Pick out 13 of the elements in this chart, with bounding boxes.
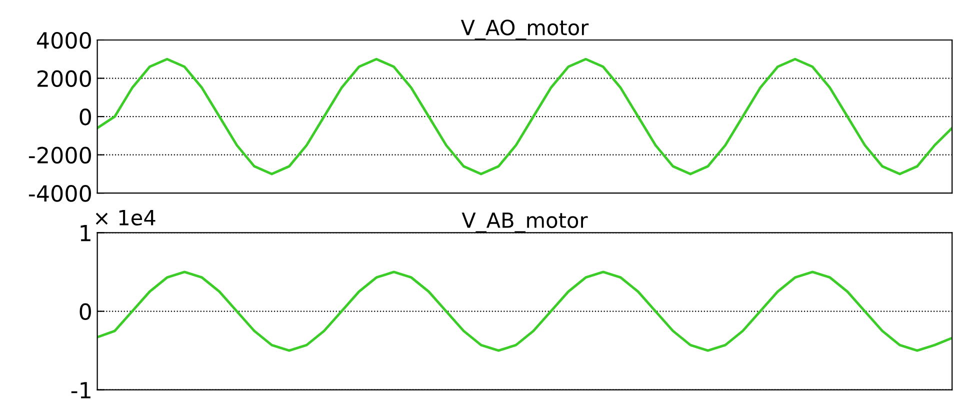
y-tick-label: 0 <box>80 303 91 320</box>
y-tick-label: -1 <box>71 382 90 398</box>
y-tick-label: 1 <box>80 224 90 242</box>
text: × 1e4 <box>96 210 156 226</box>
y-tick-label: 4000 <box>36 32 91 49</box>
y-tick-label: -4000 <box>28 185 91 202</box>
y-tick-label: 0 <box>80 108 91 126</box>
line-series <box>97 58 952 176</box>
chart-title: V_AB_motor <box>462 212 588 233</box>
chart-title: V_AO_motor <box>460 20 589 40</box>
y-tick-label: -2000 <box>28 146 91 164</box>
line-series <box>97 270 952 352</box>
y-tick-label: 2000 <box>38 70 91 88</box>
